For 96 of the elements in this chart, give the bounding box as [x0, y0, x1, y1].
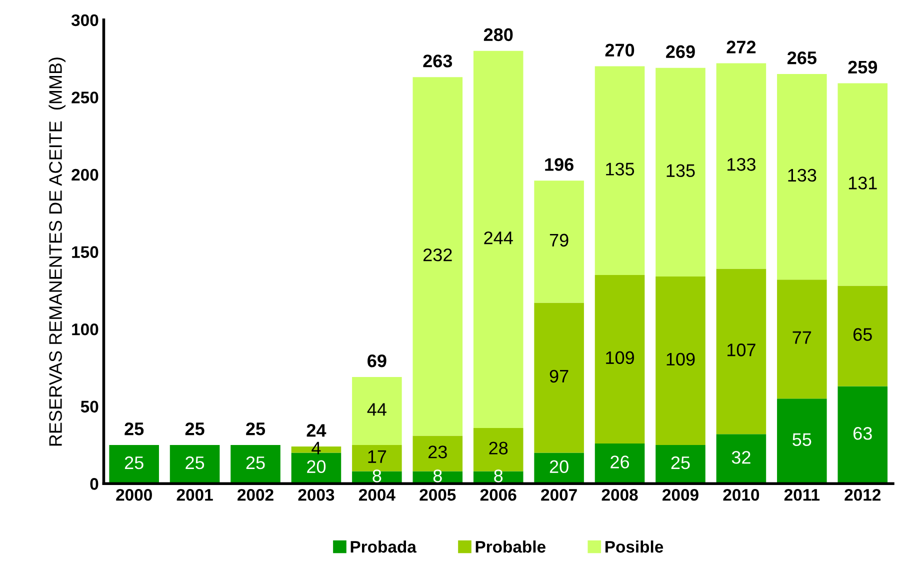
data-label: 135 — [606, 162, 634, 176]
bar — [352, 445, 402, 472]
bar — [656, 445, 706, 484]
bar — [109, 445, 159, 484]
bar — [352, 376, 402, 446]
x-tick-label: 2003 — [298, 488, 334, 501]
data-label: 25 — [124, 456, 144, 470]
total-label: 24 — [306, 424, 326, 437]
bar — [230, 445, 280, 484]
total-label: 196 — [545, 158, 574, 171]
x-tick-label: 2004 — [358, 488, 396, 501]
legend-label: Probable — [476, 540, 546, 553]
total-label: 69 — [368, 354, 386, 368]
bar — [838, 386, 888, 484]
data-label: 79 — [550, 234, 568, 247]
bar — [656, 276, 706, 446]
bar — [838, 83, 888, 286]
data-label: 8 — [372, 470, 382, 482]
bar — [716, 434, 766, 484]
data-label: 20 — [550, 460, 568, 474]
data-label: 25 — [186, 456, 204, 470]
bar — [412, 77, 463, 436]
data-label: 8 — [494, 470, 503, 482]
x-tick-label: 2002 — [238, 488, 274, 501]
data-label: 44 — [367, 403, 386, 416]
data-label: 133 — [728, 158, 756, 171]
data-label: 109 — [666, 352, 695, 366]
x-tick-label: 2006 — [480, 488, 516, 501]
bar — [838, 286, 888, 386]
bar — [656, 68, 706, 277]
x-tick-label: 2009 — [662, 488, 698, 501]
bar — [594, 66, 645, 275]
data-label: 135 — [666, 164, 695, 178]
x-tick-label: 2000 — [116, 488, 152, 501]
y-tick-label: 200 — [72, 168, 98, 181]
bar — [412, 436, 463, 472]
data-label: 131 — [848, 176, 877, 190]
x-tick-label: 2008 — [602, 488, 638, 501]
total-label: 25 — [124, 422, 144, 436]
x-tick-label: 2010 — [723, 488, 760, 501]
bar — [777, 74, 827, 280]
data-label: 65 — [854, 328, 872, 341]
data-label: 23 — [428, 446, 447, 458]
data-label: 55 — [792, 433, 812, 446]
legend-label: Probada — [350, 540, 417, 553]
total-label: 25 — [246, 422, 266, 436]
y-tick-label: 50 — [80, 400, 98, 413]
bar — [777, 398, 827, 484]
data-label: 77 — [792, 331, 812, 344]
bar — [716, 268, 766, 434]
data-label: 133 — [788, 168, 816, 182]
data-label: 17 — [368, 450, 386, 463]
data-label: 97 — [550, 370, 568, 383]
data-label: 107 — [728, 344, 756, 356]
bar — [291, 452, 342, 484]
bar — [534, 302, 584, 453]
data-label: 8 — [433, 470, 442, 482]
data-label: 232 — [423, 248, 452, 262]
x-tick-label: 2011 — [784, 488, 820, 501]
x-tick-label: 2012 — [844, 488, 880, 501]
total-label: 259 — [848, 60, 878, 74]
bar — [534, 452, 584, 484]
data-label: 109 — [606, 351, 634, 364]
bar — [473, 428, 524, 472]
y-tick-label: 0 — [90, 478, 98, 490]
total-label: 270 — [605, 44, 634, 57]
legend-label: Posible — [605, 540, 664, 553]
data-label: 244 — [484, 231, 513, 244]
y-tick-label: 150 — [72, 246, 98, 258]
data-label: 63 — [854, 427, 872, 440]
data-label: 26 — [610, 456, 630, 468]
total-label: 265 — [787, 51, 816, 64]
total-label: 263 — [423, 54, 452, 68]
data-label: 25 — [671, 456, 690, 470]
total-label: 272 — [726, 40, 756, 54]
bar — [473, 50, 524, 428]
y-tick-label: 250 — [72, 92, 98, 104]
bar — [716, 63, 766, 269]
data-label: 32 — [732, 450, 750, 464]
total-label: 269 — [666, 45, 695, 58]
x-tick-label: 2001 — [176, 488, 213, 501]
data-label: 20 — [307, 460, 326, 474]
y-axis-title: RESERVAS REMANENTES DE ACEITE (MMB) — [48, 58, 66, 446]
data-label: 28 — [489, 442, 508, 454]
bar — [594, 274, 645, 444]
y-tick-label: 300 — [71, 14, 98, 26]
y-tick-label: 100 — [72, 323, 98, 336]
total-label: 280 — [484, 28, 513, 42]
total-label: 25 — [185, 422, 204, 436]
data-label: 25 — [246, 456, 265, 470]
bar — [777, 280, 827, 399]
bar — [594, 443, 645, 484]
x-tick-label: 2005 — [420, 488, 456, 501]
bar — [534, 180, 584, 303]
bar — [170, 445, 220, 484]
x-tick-label: 2007 — [541, 488, 577, 501]
